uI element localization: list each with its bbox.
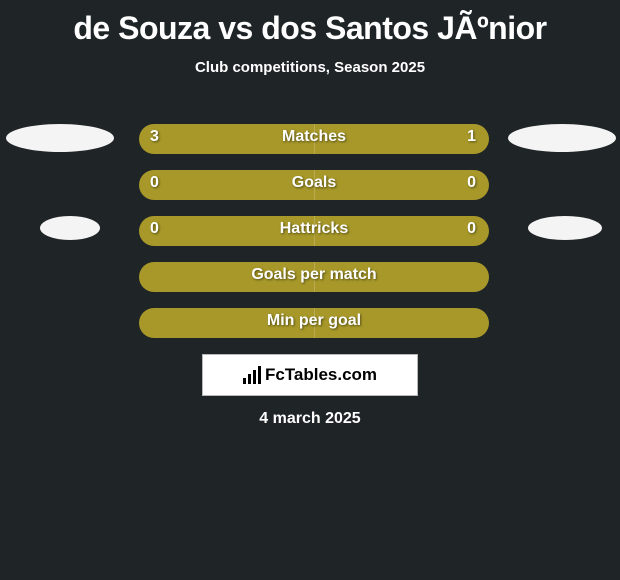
- stat-bar: [139, 216, 489, 246]
- stat-bar: [139, 170, 489, 200]
- bar-left: [139, 262, 314, 292]
- bar-divider: [314, 216, 315, 246]
- bar-divider: [314, 170, 315, 200]
- bar-divider: [314, 308, 315, 338]
- page-title: de Souza vs dos Santos JÃºnior: [0, 0, 620, 47]
- stat-value-right: 0: [467, 220, 476, 238]
- bar-right: [314, 308, 489, 338]
- bar-right: [314, 216, 489, 246]
- bar-right: [314, 170, 489, 200]
- stat-row: Min per goal: [0, 300, 620, 346]
- chart-icon: [243, 366, 261, 384]
- bar-divider: [314, 124, 315, 154]
- stat-bar: [139, 124, 489, 154]
- bar-divider: [314, 262, 315, 292]
- player-right-shape: [508, 124, 616, 152]
- stat-value-right: 1: [467, 128, 476, 146]
- stats-container: 3 Matches 1 0 Goals 0 0 Hattricks 0 Goal: [0, 116, 620, 346]
- bar-left: [139, 124, 388, 154]
- stat-value-left: 0: [150, 220, 159, 238]
- stat-bar: [139, 308, 489, 338]
- bar-left: [139, 216, 314, 246]
- bar-left: [139, 170, 314, 200]
- player-left-shape: [6, 124, 114, 152]
- subtitle: Club competitions, Season 2025: [0, 59, 620, 76]
- stat-row: 0 Goals 0: [0, 162, 620, 208]
- logo-text: FcTables.com: [265, 365, 377, 385]
- stat-bar: [139, 262, 489, 292]
- stat-value-left: 3: [150, 128, 159, 146]
- date-label: 4 march 2025: [0, 410, 620, 428]
- bar-right: [314, 262, 489, 292]
- bar-left: [139, 308, 314, 338]
- fctables-logo[interactable]: FcTables.com: [202, 354, 418, 396]
- stat-row: 3 Matches 1: [0, 116, 620, 162]
- stat-row: 0 Hattricks 0: [0, 208, 620, 254]
- stat-row: Goals per match: [0, 254, 620, 300]
- stat-value-right: 0: [467, 174, 476, 192]
- stat-value-left: 0: [150, 174, 159, 192]
